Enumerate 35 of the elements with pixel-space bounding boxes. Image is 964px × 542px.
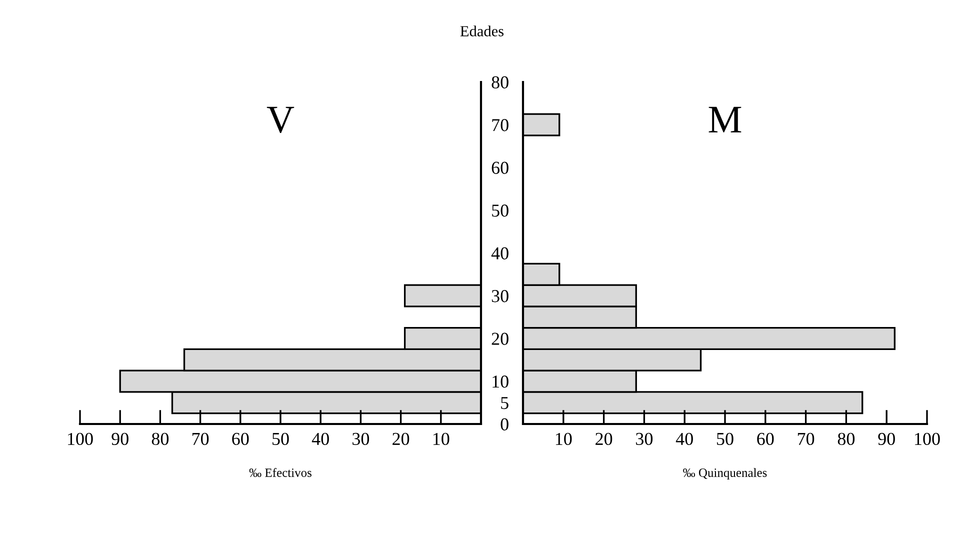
x-tick-label: 20 — [392, 432, 410, 446]
y-tick-label: 40 — [491, 247, 508, 260]
x-axis-title: ‰ Efectivos — [249, 468, 312, 478]
x-tick-label: 90 — [112, 432, 128, 446]
x-tick-label: 80 — [152, 432, 169, 446]
x-tick-label: 60 — [757, 432, 774, 446]
annotation: M — [708, 106, 742, 132]
y-tick-label: 30 — [492, 290, 508, 302]
y-tick-label: 20 — [492, 332, 508, 345]
x-tick-label: 90 — [878, 432, 895, 446]
annotation: V — [266, 106, 294, 133]
y-tick-label: 0 — [500, 418, 508, 430]
x-tick-label: 40 — [312, 432, 329, 446]
x-tick-label: 30 — [636, 432, 653, 446]
x-tick-label: 10 — [556, 432, 572, 446]
x-tick-label: 100 — [68, 432, 93, 446]
x-tick-label: 50 — [717, 432, 734, 446]
y-tick-label: 50 — [492, 204, 508, 217]
x-tick-label: 20 — [596, 432, 612, 446]
x-tick-label: 40 — [676, 432, 693, 446]
x-tick-label: 10 — [433, 432, 450, 446]
y-tick-label: 80 — [492, 76, 508, 88]
x-tick-label: 60 — [232, 432, 249, 446]
chart-title: Edades — [460, 26, 504, 36]
x-tick-label: 70 — [192, 432, 209, 446]
y-tick-label: 10 — [492, 376, 508, 388]
y-tick-label: 70 — [492, 119, 508, 132]
x-axis-title: ‰ Quinquenales — [683, 468, 767, 480]
x-tick-label: 30 — [352, 432, 370, 446]
x-tick-label: 70 — [798, 432, 814, 446]
x-tick-label: 100 — [915, 432, 940, 446]
x-tick-label: 50 — [272, 432, 289, 446]
y-tick-label: 5 — [501, 397, 508, 410]
y-tick-label: 60 — [492, 162, 508, 174]
x-tick-label: 80 — [838, 432, 855, 446]
